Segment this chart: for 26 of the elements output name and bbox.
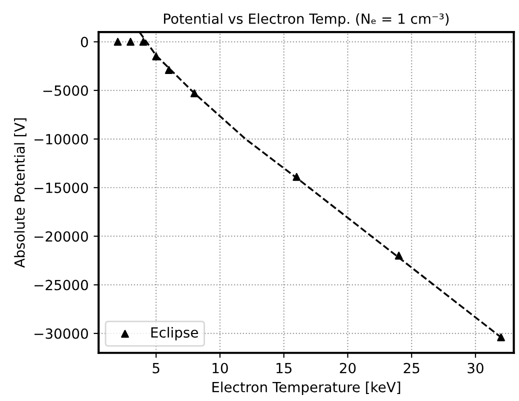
- point: [497, 333, 505, 342]
- x-tick-label: 10: [212, 362, 228, 374]
- x-axis-title: Electron Temperature [keV]: [212, 382, 400, 396]
- y-tick-label: −10000: [34, 134, 88, 144]
- point: [292, 172, 301, 181]
- y-tick-label: −25000: [34, 280, 88, 290]
- point: [139, 38, 148, 46]
- point: [394, 252, 403, 260]
- x-tick-label: 20: [340, 362, 356, 374]
- legend-label: Eclipse: [151, 326, 198, 340]
- y-tick-label: −15000: [34, 182, 88, 194]
- point: [114, 38, 122, 46]
- chart-title: Potential vs Electron Temp. (Nₑ = 1 cm⁻³): [164, 13, 449, 27]
- x-tick-label: 15: [276, 363, 292, 374]
- point: [190, 89, 198, 98]
- y-tick-label: 0: [80, 36, 88, 48]
- y-tick-label: −20000: [34, 231, 88, 242]
- x-tick-label: 30: [468, 362, 484, 374]
- x-tick-label: 5: [152, 363, 160, 374]
- y-tick-label: −30000: [34, 328, 88, 339]
- y-tick-label: −5000: [43, 85, 88, 96]
- x-tick-label: 25: [404, 362, 420, 374]
- point: [164, 66, 173, 74]
- y-axis-title: Absolute Potential [V]: [14, 118, 26, 268]
- point: [152, 52, 160, 60]
- point: [126, 38, 134, 46]
